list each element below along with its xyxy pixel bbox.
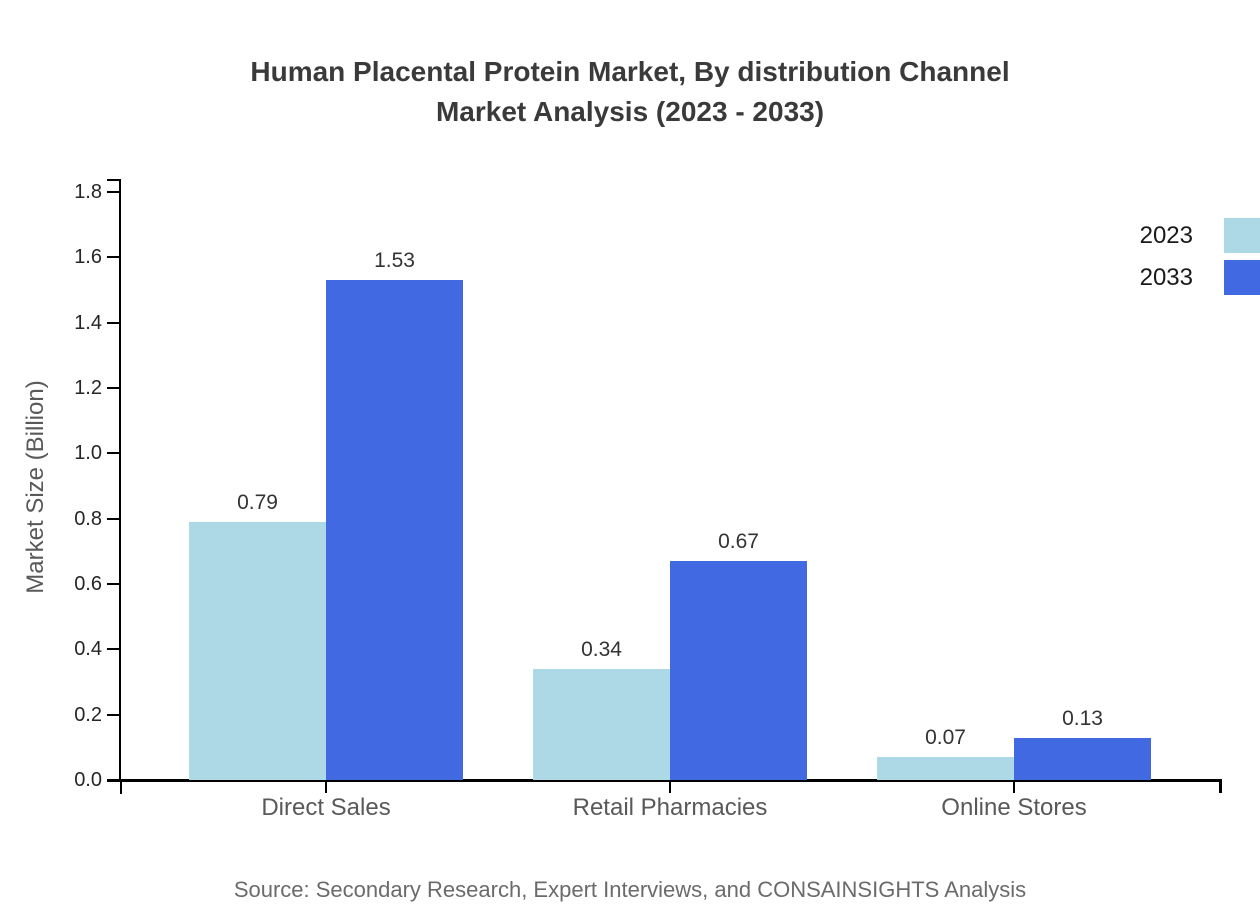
- x-tick: [1013, 780, 1015, 793]
- bar-2023-direct-sales: [189, 521, 326, 780]
- y-tick-label: 1.4: [74, 311, 102, 334]
- value-label-2033-direct-sales: 1.53: [374, 249, 415, 273]
- bar-2023-retail-pharmacies: [533, 668, 670, 780]
- x-tick: [669, 780, 671, 793]
- y-tick: [107, 583, 120, 585]
- y-tick: [107, 387, 120, 389]
- x-axis-left-cap: [120, 779, 122, 794]
- legend: 2023 2033: [1140, 218, 1260, 295]
- chart-title-line-2: Market Analysis (2023 - 2033): [435, 96, 825, 127]
- y-tick: [107, 452, 120, 455]
- chart-title-line-1: Human Placental Protein Market, By distr…: [250, 56, 1010, 87]
- y-tick-label: 0.4: [74, 638, 102, 661]
- value-label-2033-online-stores: 0.13: [1062, 706, 1103, 730]
- y-tick-label: 0.0: [74, 769, 102, 791]
- legend-label-2023: 2023: [1139, 221, 1193, 249]
- y-axis-top-cap: [107, 179, 121, 181]
- x-axis-category-label: Online Stores: [941, 794, 1087, 821]
- y-tick-label: 1.0: [74, 442, 102, 465]
- y-axis-line: [119, 179, 121, 782]
- y-tick: [107, 779, 120, 781]
- y-tick-label: 0.2: [74, 703, 102, 726]
- y-tick: [107, 713, 120, 716]
- x-tick: [325, 780, 327, 793]
- y-tick: [107, 256, 120, 259]
- legend-swatch-2023: [1224, 218, 1260, 253]
- value-label-2023-direct-sales: 0.79: [237, 490, 278, 514]
- x-axis-line: [107, 779, 1222, 782]
- y-axis-title: Market Size (Billion): [22, 380, 49, 594]
- bar-2033-online-stores: [1014, 737, 1151, 780]
- value-label-2023-online-stores: 0.07: [925, 726, 966, 750]
- y-tick-label: 1.6: [74, 246, 102, 269]
- source-note: Source: Secondary Research, Expert Inter…: [233, 877, 1027, 902]
- y-tick: [107, 191, 120, 193]
- y-tick: [107, 321, 120, 324]
- x-axis-right-cap: [1219, 779, 1222, 793]
- bar-2033-direct-sales: [326, 280, 463, 780]
- y-tick-label: 1.2: [74, 377, 102, 399]
- legend-swatch-2033: [1224, 260, 1260, 295]
- bar-2023-online-stores: [877, 757, 1014, 780]
- x-axis-category-label: Direct Sales: [261, 794, 391, 821]
- bar-2033-retail-pharmacies: [670, 561, 807, 780]
- y-tick-label: 0.6: [74, 573, 102, 595]
- y-tick: [107, 648, 120, 651]
- legend-item-2023: 2023: [1140, 218, 1260, 253]
- x-axis-category-label: Retail Pharmacies: [572, 794, 768, 821]
- value-label-2033-retail-pharmacies: 0.67: [718, 530, 759, 554]
- value-label-2023-retail-pharmacies: 0.34: [581, 637, 622, 661]
- y-tick: [107, 517, 120, 520]
- chart-title: Human Placental Protein Market, By distr…: [0, 52, 1260, 132]
- y-tick-label: 1.8: [74, 181, 102, 203]
- legend-label-2033: 2033: [1139, 263, 1193, 291]
- y-tick-label: 0.8: [74, 507, 102, 530]
- legend-item-2033: 2033: [1140, 260, 1260, 295]
